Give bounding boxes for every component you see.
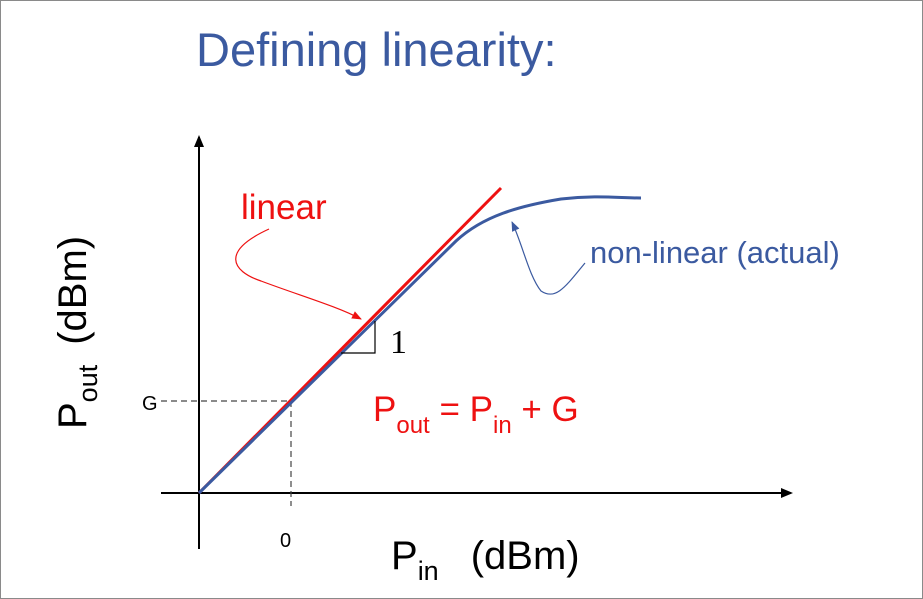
x-axis-title-subscript: in xyxy=(418,556,439,586)
slide-title: Defining linearity: xyxy=(196,23,557,76)
linear-label: linear xyxy=(241,188,327,227)
x-tick-zero: 0 xyxy=(280,530,291,552)
nonlinear-label: non-linear (actual) xyxy=(590,235,840,270)
y-axis-title-unit: (dBm) xyxy=(51,236,95,345)
slope-triangle xyxy=(341,321,376,354)
nonlinear-curve xyxy=(197,195,642,495)
y-tick-g: G xyxy=(142,393,158,415)
y-axis-title-subscript: out xyxy=(73,364,103,402)
slope-label: 1 xyxy=(390,324,407,361)
y-axis-title-main: P xyxy=(51,402,95,429)
equation-tail: + G xyxy=(512,390,579,429)
x-axis-title-unit: (dBm) xyxy=(471,534,580,578)
equation-rhs: P xyxy=(470,390,493,429)
x-axis-title: Pin (dBm) xyxy=(391,534,580,586)
x-axis-title-main: P xyxy=(391,534,418,578)
equation-equals: = xyxy=(430,390,470,429)
equation-lhs-subscript: out xyxy=(396,412,430,439)
gain-equation: Pout = Pin + G xyxy=(373,390,579,439)
equation-rhs-subscript: in xyxy=(493,412,512,439)
equation-lhs: P xyxy=(373,390,396,429)
y-axis-title: Pout (dBm) xyxy=(51,236,103,429)
linear-pointer-arrow xyxy=(235,228,362,320)
nonlinear-pointer-arrow xyxy=(511,221,586,295)
